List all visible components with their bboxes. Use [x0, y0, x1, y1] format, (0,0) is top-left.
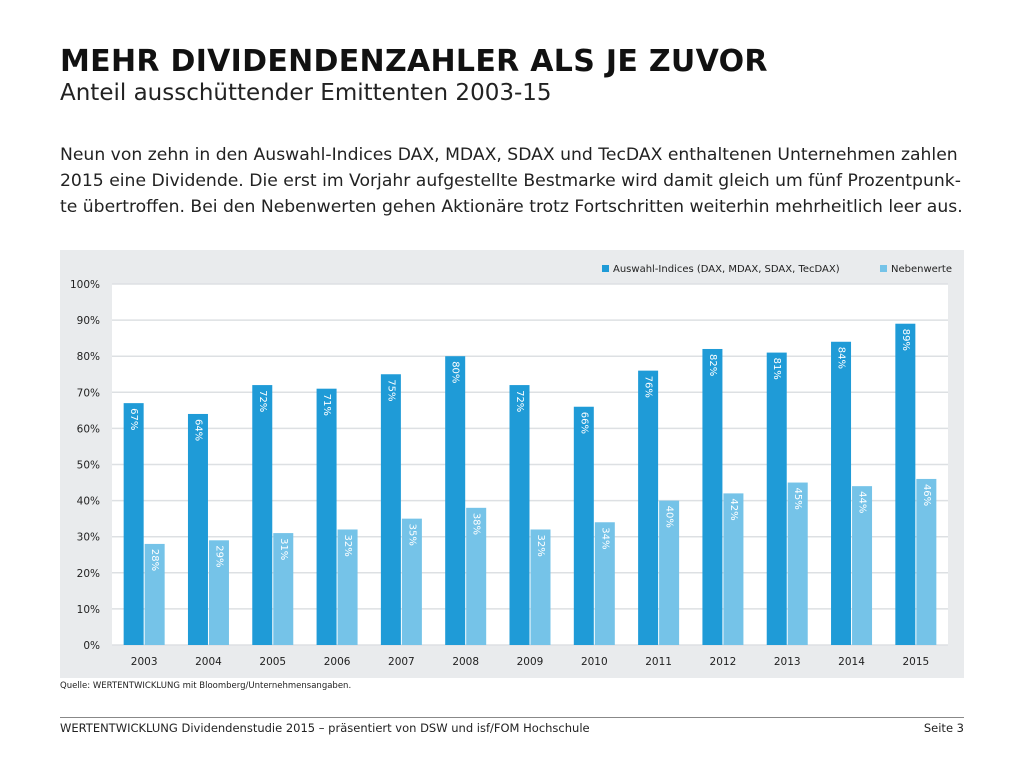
bar-auswahl [380, 374, 401, 645]
bar-auswahl [573, 406, 594, 645]
bar-value-label: 72% [257, 390, 268, 412]
bar-value-label: 31% [278, 538, 289, 560]
y-tick-label: 10% [77, 604, 100, 616]
bar-auswahl [316, 388, 337, 645]
page-subtitle: Anteil ausschüttender Emittenten 2003-15 [60, 80, 552, 106]
bar-nebenwerte [852, 486, 873, 645]
y-tick-label: 20% [77, 568, 100, 580]
x-tick-label: 2015 [902, 656, 929, 668]
bar-auswahl [895, 323, 916, 645]
bar-value-label: 71% [321, 394, 332, 416]
y-tick-label: 60% [77, 423, 100, 435]
bar-auswahl [702, 348, 723, 645]
x-tick-label: 2005 [259, 656, 286, 668]
y-tick-label: 100% [70, 279, 100, 291]
bar-nebenwerte [530, 529, 551, 645]
legend-label: Auswahl-Indices (DAX, MDAX, SDAX, TecDAX… [613, 264, 840, 275]
bar-value-label: 40% [664, 506, 675, 528]
bar-value-label: 38% [471, 513, 482, 535]
bar-value-label: 80% [450, 361, 461, 383]
bar-value-label: 64% [192, 419, 203, 441]
bar-value-label: 28% [149, 549, 160, 571]
bar-value-label: 34% [599, 527, 610, 549]
bar-value-label: 66% [578, 412, 589, 434]
chart-panel: 0% 10% 20% 30% 40% 50% 60% 70% 80% 90% 100% 67% 28% 2… [60, 250, 964, 678]
bar-auswahl [252, 385, 273, 645]
bar-value-label: 45% [792, 488, 803, 510]
y-tick-label: 30% [77, 532, 100, 544]
bar-nebenwerte [208, 540, 229, 645]
legend-swatch [880, 265, 887, 272]
bar-chart: 0% 10% 20% 30% 40% 50% 60% 70% 80% 90% 100% 67% 28% 2… [70, 264, 952, 668]
bar-nebenwerte [916, 478, 937, 645]
x-tick-label: 2013 [774, 656, 801, 668]
x-tick-label: 2011 [645, 656, 672, 668]
bar-nebenwerte [787, 482, 808, 645]
y-tick-label: 0% [83, 640, 100, 652]
bar-nebenwerte [659, 500, 680, 645]
bar-value-label: 72% [514, 390, 525, 412]
bar-value-label: 44% [857, 491, 868, 513]
source-note: Quelle: WERTENTWICKLUNG mit Bloomberg/Un… [60, 681, 352, 691]
legend-swatch [602, 265, 609, 272]
x-tick-label: 2007 [388, 656, 415, 668]
footer-text: WERTENTWICKLUNG Dividendenstudie 2015 – … [60, 721, 590, 735]
bar-nebenwerte [594, 522, 615, 645]
bar-value-label: 46% [921, 484, 932, 506]
bar-value-label: 75% [385, 379, 396, 401]
y-tick-label: 90% [77, 315, 100, 327]
bar-value-label: 67% [128, 408, 139, 430]
x-tick-label: 2009 [517, 656, 544, 668]
bar-value-label: 76% [643, 376, 654, 398]
x-tick-label: 2012 [710, 656, 737, 668]
bar-auswahl [509, 385, 530, 645]
bar-value-label: 35% [406, 524, 417, 546]
bar-nebenwerte [337, 529, 358, 645]
x-tick-label: 2008 [452, 656, 479, 668]
bar-auswahl [123, 403, 144, 645]
page-title: MEHR DIVIDENDENZAHLER ALS JE ZUVOR [60, 44, 768, 79]
legend-label: Nebenwerte [891, 264, 952, 275]
bar-auswahl [187, 413, 208, 645]
page-number: Seite 3 [923, 721, 964, 735]
bar-auswahl [638, 370, 659, 645]
bar-value-label: 32% [535, 534, 546, 556]
y-tick-label: 50% [77, 460, 100, 472]
x-tick-label: 2014 [838, 656, 865, 668]
bar-value-label: 42% [728, 498, 739, 520]
bar-auswahl [445, 356, 466, 645]
bar-nebenwerte [144, 543, 165, 645]
y-tick-label: 80% [77, 351, 100, 363]
footer-divider [60, 717, 964, 718]
x-tick-label: 2003 [131, 656, 158, 668]
x-tick-label: 2004 [195, 656, 222, 668]
x-tick-label: 2006 [324, 656, 351, 668]
bar-value-label: 81% [771, 358, 782, 380]
bar-nebenwerte [466, 507, 487, 645]
x-tick-label: 2010 [581, 656, 608, 668]
bar-value-label: 89% [900, 329, 911, 351]
intro-text: Neun von zehn in den Auswahl-Indices DAX… [60, 145, 963, 217]
bar-value-label: 84% [836, 347, 847, 369]
bar-nebenwerte [273, 533, 294, 645]
bar-auswahl [831, 341, 852, 645]
bar-value-label: 32% [342, 534, 353, 556]
bar-value-label: 29% [213, 545, 224, 567]
bar-value-label: 82% [707, 354, 718, 376]
y-tick-label: 40% [77, 496, 100, 508]
bar-nebenwerte [401, 518, 422, 645]
bar-nebenwerte [723, 493, 744, 645]
y-tick-label: 70% [77, 387, 100, 399]
bar-auswahl [766, 352, 787, 645]
